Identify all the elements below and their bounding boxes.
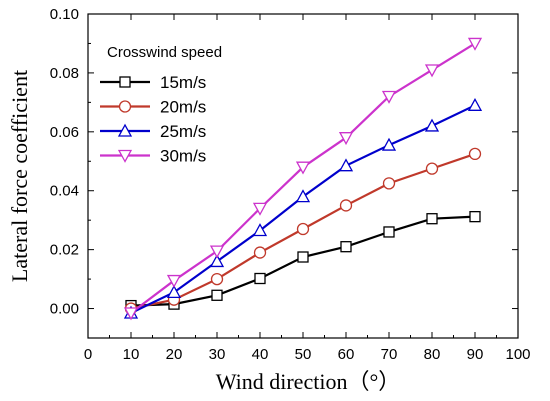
data-point-triangle-up [338, 158, 354, 172]
data-point-square [426, 213, 438, 225]
legend: Crosswind speed 15m/s 20m/s 25m/s 30m/s [100, 44, 222, 166]
legend-entry: 30m/s [100, 147, 206, 166]
y-tick-label: 0.02 [50, 242, 79, 259]
data-point-triangle-down [117, 149, 133, 163]
y-tick-label: 0.04 [50, 183, 79, 200]
data-point-triangle-down [338, 132, 354, 146]
x-tick-label: 40 [252, 346, 269, 363]
y-tick-label: 0.08 [50, 65, 79, 82]
legend-entry: 25m/s [100, 122, 206, 141]
axis-ticks: 0 10 20 30 40 50 60 70 80 90 100 0.00 0.02 0.04 0.06 0.… [50, 6, 531, 363]
legend-entry: 20m/s [100, 98, 206, 117]
data-point-triangle-down [381, 90, 397, 104]
data-point-triangle-down [467, 37, 483, 51]
data-point-circle [253, 246, 267, 259]
data-point-triangle-up [166, 284, 182, 298]
data-point-circle [118, 100, 132, 113]
data-point-circle [382, 177, 396, 190]
x-tick-label: 90 [467, 346, 484, 363]
y-axis-title: Lateral force coefficient [7, 70, 32, 282]
data-point-triangle-down [295, 161, 311, 175]
x-tick-label: 20 [166, 346, 183, 363]
data-point-square [254, 272, 266, 285]
series-1 [124, 147, 482, 315]
y-tick-label: 0.00 [50, 301, 79, 318]
y-tick-label: 0.10 [50, 6, 79, 23]
data-point-triangle-down [209, 245, 225, 259]
data-point-triangle-up [295, 189, 311, 203]
series-layer [123, 37, 483, 321]
data-point-circle [468, 147, 482, 161]
x-tick-label: 10 [123, 346, 140, 363]
data-point-triangle-down [252, 202, 268, 216]
data-point-square [383, 226, 395, 238]
data-point-square [297, 251, 309, 263]
data-point-circle [425, 162, 439, 175]
data-point-triangle-up [381, 137, 397, 151]
plot-frame [87, 13, 519, 339]
legend-title: Crosswind speed [107, 44, 222, 61]
x-tick-label: 60 [338, 346, 355, 363]
data-point-triangle-up [467, 97, 483, 111]
data-point-square [211, 289, 223, 301]
y-tick-label: 0.06 [50, 124, 79, 141]
data-point-triangle-down [424, 64, 440, 78]
data-point-triangle-up [252, 223, 268, 237]
data-point-triangle-up [424, 118, 440, 132]
legend-entry: 15m/s [100, 73, 206, 92]
x-tick-label: 80 [424, 346, 441, 363]
x-tick-label: 100 [505, 346, 530, 363]
data-point-square [119, 76, 131, 88]
x-tick-label: 30 [209, 346, 226, 363]
data-point-triangle-down [123, 307, 139, 321]
x-tick-label: 0 [84, 346, 92, 363]
legend-label: 15m/s [160, 73, 206, 92]
legend-label: 30m/s [160, 147, 206, 166]
data-point-circle [296, 222, 310, 236]
data-point-triangle-up [209, 254, 225, 268]
x-axis-title: Wind direction（°） [216, 369, 401, 394]
data-point-square [469, 210, 481, 223]
x-tick-label: 50 [295, 346, 312, 363]
data-point-circle [210, 272, 224, 286]
data-point-triangle-up [117, 123, 133, 137]
data-point-triangle-down [166, 274, 182, 288]
data-point-square [340, 241, 352, 253]
x-tick-label: 70 [381, 346, 398, 363]
series-3 [123, 37, 483, 321]
legend-label: 25m/s [160, 122, 206, 141]
data-point-circle [339, 199, 353, 212]
legend-label: 20m/s [160, 98, 206, 117]
